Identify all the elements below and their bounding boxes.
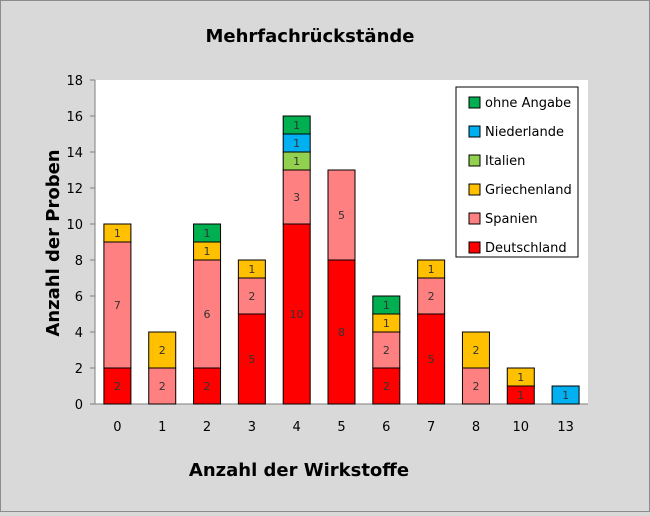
- data-label: 5: [428, 353, 435, 366]
- y-tick-label: 6: [75, 290, 83, 305]
- legend-swatch: [468, 96, 481, 109]
- bar-segment: [148, 367, 177, 405]
- bar-segment: [193, 259, 222, 369]
- bar-segment: [551, 385, 580, 405]
- bar-segment: [103, 367, 132, 405]
- data-label: 1: [204, 227, 211, 240]
- bar-segment: [417, 259, 446, 279]
- data-label: 1: [248, 263, 255, 276]
- data-label: 2: [248, 290, 255, 303]
- legend-label: ohne Angabe: [485, 96, 571, 111]
- data-label: 1: [204, 245, 211, 258]
- legend-swatch: [468, 183, 481, 196]
- data-label: 2: [383, 380, 390, 393]
- data-label: 3: [293, 191, 300, 204]
- bar-segment: [103, 223, 132, 243]
- x-tick-label: 4: [293, 420, 301, 435]
- x-tick-label: 0: [113, 420, 121, 435]
- y-tick-label: 0: [75, 398, 83, 413]
- y-tick-label: 12: [66, 182, 83, 197]
- legend-label: Deutschland: [485, 241, 567, 256]
- bar-segment: [417, 313, 446, 405]
- bar-segment: [193, 223, 222, 243]
- data-label: 1: [383, 317, 390, 330]
- bar-segment: [282, 169, 311, 225]
- data-label: 1: [293, 137, 300, 150]
- data-label: 2: [159, 380, 166, 393]
- x-tick-label: 5: [337, 420, 345, 435]
- x-tick-label: 1: [158, 420, 166, 435]
- data-label: 5: [248, 353, 255, 366]
- data-label: 2: [159, 344, 166, 357]
- legend-label: Niederlande: [485, 125, 564, 140]
- bar-segment: [372, 295, 401, 315]
- bar-segment: [193, 367, 222, 405]
- data-label: 10: [290, 308, 304, 321]
- data-label: 1: [114, 227, 121, 240]
- y-tick-label: 8: [75, 254, 83, 269]
- x-tick-label: 2: [203, 420, 211, 435]
- bar-segment: [417, 277, 446, 315]
- x-tick-label: 3: [248, 420, 256, 435]
- data-label: 2: [383, 344, 390, 357]
- bar-segment: [237, 313, 266, 405]
- legend-swatch: [468, 241, 481, 254]
- y-axis-label: Anzahl der Proben: [43, 149, 64, 336]
- data-label: 1: [293, 119, 300, 132]
- legend-swatch: [468, 125, 481, 138]
- data-label: 1: [383, 299, 390, 312]
- legend-label: Spanien: [485, 212, 538, 227]
- plot-area: 0246810121416182710221261125213103111485…: [66, 74, 588, 435]
- bar-segment: [148, 331, 177, 369]
- legend-label: Italien: [485, 154, 525, 169]
- bar-segment: [237, 259, 266, 279]
- y-tick-label: 4: [75, 326, 83, 341]
- bar-segment: [461, 331, 490, 369]
- legend-box: [455, 86, 579, 258]
- bar-segment: [506, 367, 535, 387]
- y-tick-label: 18: [66, 74, 83, 89]
- bar-segment: [282, 223, 311, 405]
- legend-label: Griechenland: [485, 183, 572, 198]
- bar-segment: [327, 169, 356, 261]
- y-tick-label: 10: [66, 218, 83, 233]
- data-label: 7: [114, 299, 121, 312]
- y-tick-label: 16: [66, 110, 83, 125]
- data-label: 2: [472, 380, 479, 393]
- data-label: 2: [204, 380, 211, 393]
- data-label: 2: [114, 380, 121, 393]
- x-tick-label: 13: [557, 420, 574, 435]
- bar-segment: [282, 115, 311, 135]
- x-tick-label: 8: [472, 420, 480, 435]
- chart-title: Mehrfachrückstände: [206, 26, 415, 47]
- data-label: 1: [517, 389, 524, 402]
- legend: ohne Angabe Niederlande Italien Griechenlan…: [455, 86, 579, 258]
- x-tick-label: 6: [382, 420, 390, 435]
- data-label: 1: [562, 389, 569, 402]
- bar-segment: [327, 259, 356, 405]
- legend-swatch: [468, 154, 481, 167]
- bar-segment: [372, 331, 401, 369]
- data-label: 1: [293, 155, 300, 168]
- data-label: 6: [204, 308, 211, 321]
- x-tick-label: 7: [427, 420, 435, 435]
- data-label: 1: [517, 371, 524, 384]
- legend-swatch: [468, 212, 481, 225]
- data-label: 1: [428, 263, 435, 276]
- data-label: 2: [472, 344, 479, 357]
- data-label: 8: [338, 326, 345, 339]
- data-label: 2: [428, 290, 435, 303]
- data-label: 5: [338, 209, 345, 222]
- x-tick-label: 10: [512, 420, 529, 435]
- y-tick-label: 14: [66, 146, 83, 161]
- x-axis-label: Anzahl der Wirkstoffe: [189, 460, 409, 481]
- y-tick-label: 2: [75, 362, 83, 377]
